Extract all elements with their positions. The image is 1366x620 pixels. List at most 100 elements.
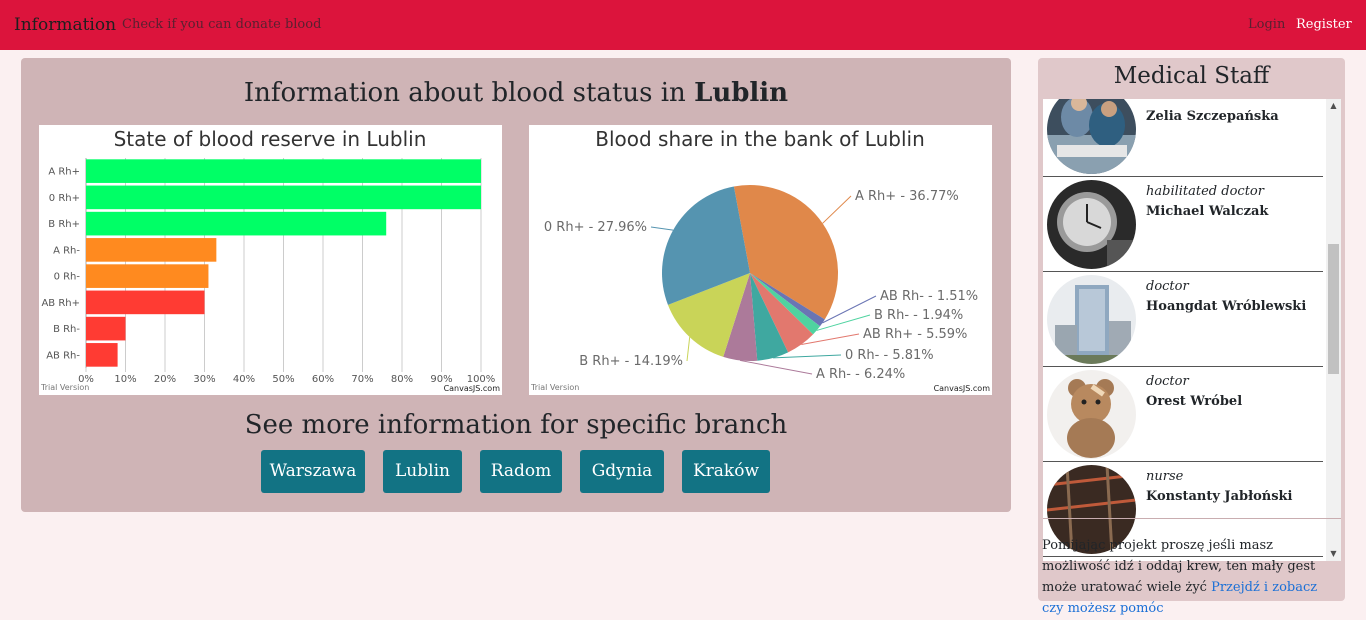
page-title-prefix: Information about blood status in [243, 78, 686, 108]
watermark-trial: Trial Version [40, 383, 89, 392]
y-tick-label: B Rh- [53, 324, 80, 335]
pie-slice-label: AB Rh- - 1.51% [880, 289, 978, 304]
bar [86, 316, 126, 341]
x-tick-label: 10% [114, 374, 136, 385]
bar [86, 264, 209, 288]
register-link[interactable]: Register [1296, 17, 1352, 32]
bar [86, 211, 387, 236]
staff-role: habilitated doctor [1146, 184, 1264, 199]
page-title-city: Lublin [694, 78, 789, 108]
pie-leader-line [822, 295, 877, 324]
medical-staff-card: Medical Staff Zelia Szczepańska [1038, 58, 1345, 616]
scroll-down-icon[interactable]: ▼ [1330, 549, 1337, 558]
navbar: Information Check if you can donate bloo… [0, 0, 1366, 50]
staff-role: doctor [1146, 374, 1189, 389]
pie-slice-label: AB Rh+ - 5.59% [863, 327, 967, 342]
x-tick-label: 40% [233, 374, 255, 385]
pie-leader-line [801, 333, 860, 345]
staff-scrollbar[interactable]: ▲ ▼ [1326, 99, 1341, 561]
staff-list[interactable]: Zelia Szczepańska habilitated doctor Mic… [1043, 99, 1341, 561]
divider [1043, 518, 1341, 519]
bar-chart-svg: State of blood reserve in Lublin 0% 10% 20%… [40, 127, 500, 393]
pie-slice-label: A Rh- - 6.24% [816, 367, 905, 382]
doctors-photo-icon [1047, 99, 1136, 174]
staff-item[interactable]: habilitated doctor Michael Walczak [1043, 177, 1323, 272]
branch-button-lublin[interactable]: Lublin [383, 450, 462, 493]
login-link[interactable]: Login [1248, 17, 1286, 32]
navbar-brand[interactable]: Information [14, 15, 117, 35]
pie-slice [750, 273, 821, 335]
pie-slice-label: 0 Rh- - 5.81% [845, 348, 934, 363]
staff-name: Zelia Szczepańska [1146, 109, 1279, 124]
pie-slice [662, 186, 750, 305]
teddy-bear-photo-icon [1047, 370, 1136, 459]
staff-name: Konstanty Jabłoński [1146, 489, 1293, 504]
pie-slice-label: B Rh- - 1.94% [874, 308, 963, 323]
donation-appeal-text: Pomijając projekt proszę jeśli masz możl… [1042, 538, 1316, 595]
blood-reserve-bar-chart: State of blood reserve in Lublin 0% 10% 20%… [39, 125, 502, 395]
x-tick-label: 100% [467, 374, 496, 385]
page-title: Information about blood status in Lublin [21, 78, 1011, 108]
y-tick-label: A Rh- [53, 245, 80, 256]
x-tick-label: 60% [312, 374, 334, 385]
donation-check-link[interactable]: Przejdź i zobacz czy możesz pomóc [1042, 580, 1318, 616]
x-tick-label: 70% [351, 374, 373, 385]
pie-slice [750, 273, 789, 361]
scrollbar-thumb[interactable] [1328, 244, 1339, 374]
pie-leader-line [650, 226, 674, 231]
pie-slice-label: 0 Rh+ - 27.96% [544, 220, 647, 235]
pie-slice [750, 273, 814, 353]
hospital-building-photo-icon [1047, 275, 1136, 364]
staff-name: Hoangdat Wróblewski [1146, 299, 1307, 314]
branch-button-gdynia[interactable]: Gdynia [580, 450, 664, 493]
pie-slice-label: A Rh+ - 36.77% [855, 189, 959, 204]
scaffolding-photo-icon [1047, 465, 1136, 554]
pie-leader-line [816, 314, 871, 331]
pie-leader-line [773, 354, 842, 359]
staff-item[interactable]: doctor Orest Wróbel [1043, 367, 1323, 462]
chart-title: State of blood reserve in Lublin [114, 127, 427, 151]
staff-role: nurse [1146, 469, 1184, 484]
pie-leader-line [686, 337, 691, 362]
y-tick-label: AB Rh+ [41, 298, 80, 309]
branch-heading: See more information for specific branch [244, 410, 788, 440]
bar [86, 159, 481, 183]
branch-button-krakow[interactable]: Kraków [682, 450, 770, 493]
bar [86, 290, 205, 315]
branch-button-radom[interactable]: Radom [480, 450, 562, 493]
pie-slice [733, 185, 838, 320]
check-donation-link[interactable]: Check if you can donate blood [122, 17, 322, 32]
x-tick-label: 80% [391, 374, 413, 385]
staff-item[interactable]: Zelia Szczepańska [1043, 99, 1323, 177]
clock-photo-icon [1047, 180, 1136, 269]
y-tick-label: 0 Rh- [54, 272, 81, 283]
watermark-canvasjs: CanvasJS.com [934, 384, 991, 393]
staff-role: doctor [1146, 279, 1189, 294]
staff-item[interactable]: nurse Konstanty Jabłoński [1043, 462, 1323, 557]
y-tick-label: AB Rh- [46, 350, 80, 361]
staff-name: Orest Wróbel [1146, 394, 1243, 409]
branch-button-warszawa[interactable]: Warszawa [261, 450, 365, 493]
watermark-trial: Trial Version [530, 383, 579, 392]
pie-leader-line [822, 195, 852, 224]
pie-slice [750, 273, 825, 327]
y-tick-label: 0 Rh+ [49, 193, 80, 204]
pie-slice [723, 273, 758, 361]
donation-appeal: Pomijając projekt proszę jeśli masz możl… [1042, 535, 1342, 619]
bar [86, 185, 481, 210]
scroll-up-icon[interactable]: ▲ [1330, 101, 1337, 110]
x-tick-label: 50% [272, 374, 294, 385]
x-tick-label: 30% [193, 374, 215, 385]
chart-title: Blood share in the bank of Lublin [595, 127, 925, 151]
pie-chart-svg: Blood share in the bank of Lublin A Rh+ -… [530, 127, 991, 393]
staff-title: Medical Staff [1113, 63, 1270, 89]
blood-share-pie-chart: Blood share in the bank of Lublin A Rh+ -… [529, 125, 992, 395]
pie-leader-line [739, 359, 813, 375]
bar [86, 238, 217, 262]
staff-name: Michael Walczak [1146, 204, 1269, 219]
staff-item[interactable]: doctor Hoangdat Wróblewski [1043, 272, 1323, 367]
y-tick-label: B Rh+ [48, 219, 80, 230]
bar [86, 343, 118, 367]
x-tick-label: 20% [154, 374, 176, 385]
pie-slice-label: B Rh+ - 14.19% [579, 354, 683, 369]
